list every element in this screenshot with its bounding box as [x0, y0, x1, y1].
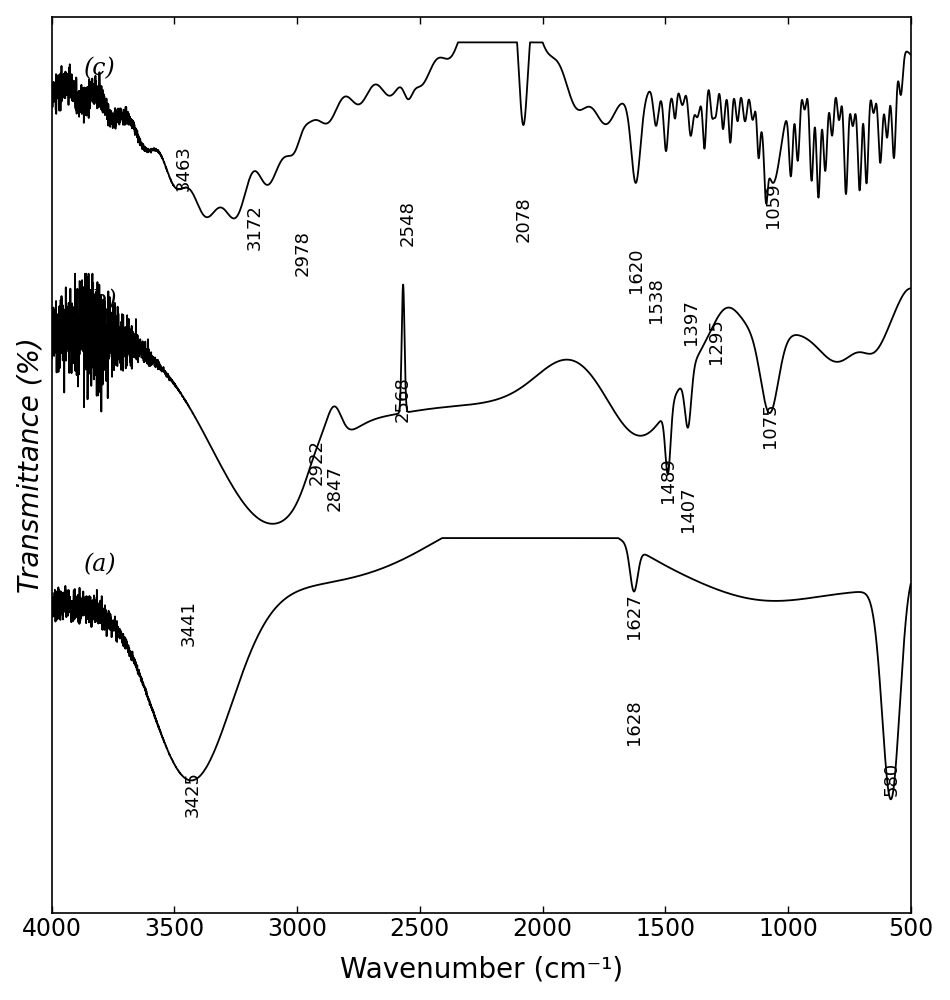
Text: 1295: 1295 [707, 318, 725, 364]
Text: 3463: 3463 [175, 145, 193, 191]
X-axis label: Wavenumber (cm⁻¹): Wavenumber (cm⁻¹) [339, 955, 622, 983]
Text: 3425: 3425 [183, 771, 201, 817]
Text: 1407: 1407 [679, 487, 697, 532]
Text: 1075: 1075 [761, 402, 779, 448]
Text: 2922: 2922 [307, 439, 325, 485]
Text: 2978: 2978 [294, 230, 312, 276]
Text: 1538: 1538 [647, 277, 665, 323]
Text: 3172: 3172 [246, 204, 264, 250]
Text: (a): (a) [84, 553, 116, 576]
Text: 2548: 2548 [399, 200, 417, 246]
Text: 580: 580 [882, 762, 900, 796]
Y-axis label: Transmittance (%): Transmittance (%) [17, 337, 45, 593]
Text: 2078: 2078 [514, 197, 532, 242]
Text: 2847: 2847 [326, 465, 344, 511]
Text: 2568: 2568 [394, 377, 412, 422]
Text: 1059: 1059 [765, 182, 783, 228]
Text: 3441: 3441 [180, 600, 198, 646]
Text: 1397: 1397 [681, 299, 699, 345]
Text: 1628: 1628 [625, 700, 643, 745]
Text: 1620: 1620 [627, 248, 645, 293]
Text: 1627: 1627 [625, 593, 643, 639]
Text: (b): (b) [84, 289, 117, 312]
Text: 1489: 1489 [659, 457, 677, 503]
Text: (c): (c) [84, 57, 115, 80]
